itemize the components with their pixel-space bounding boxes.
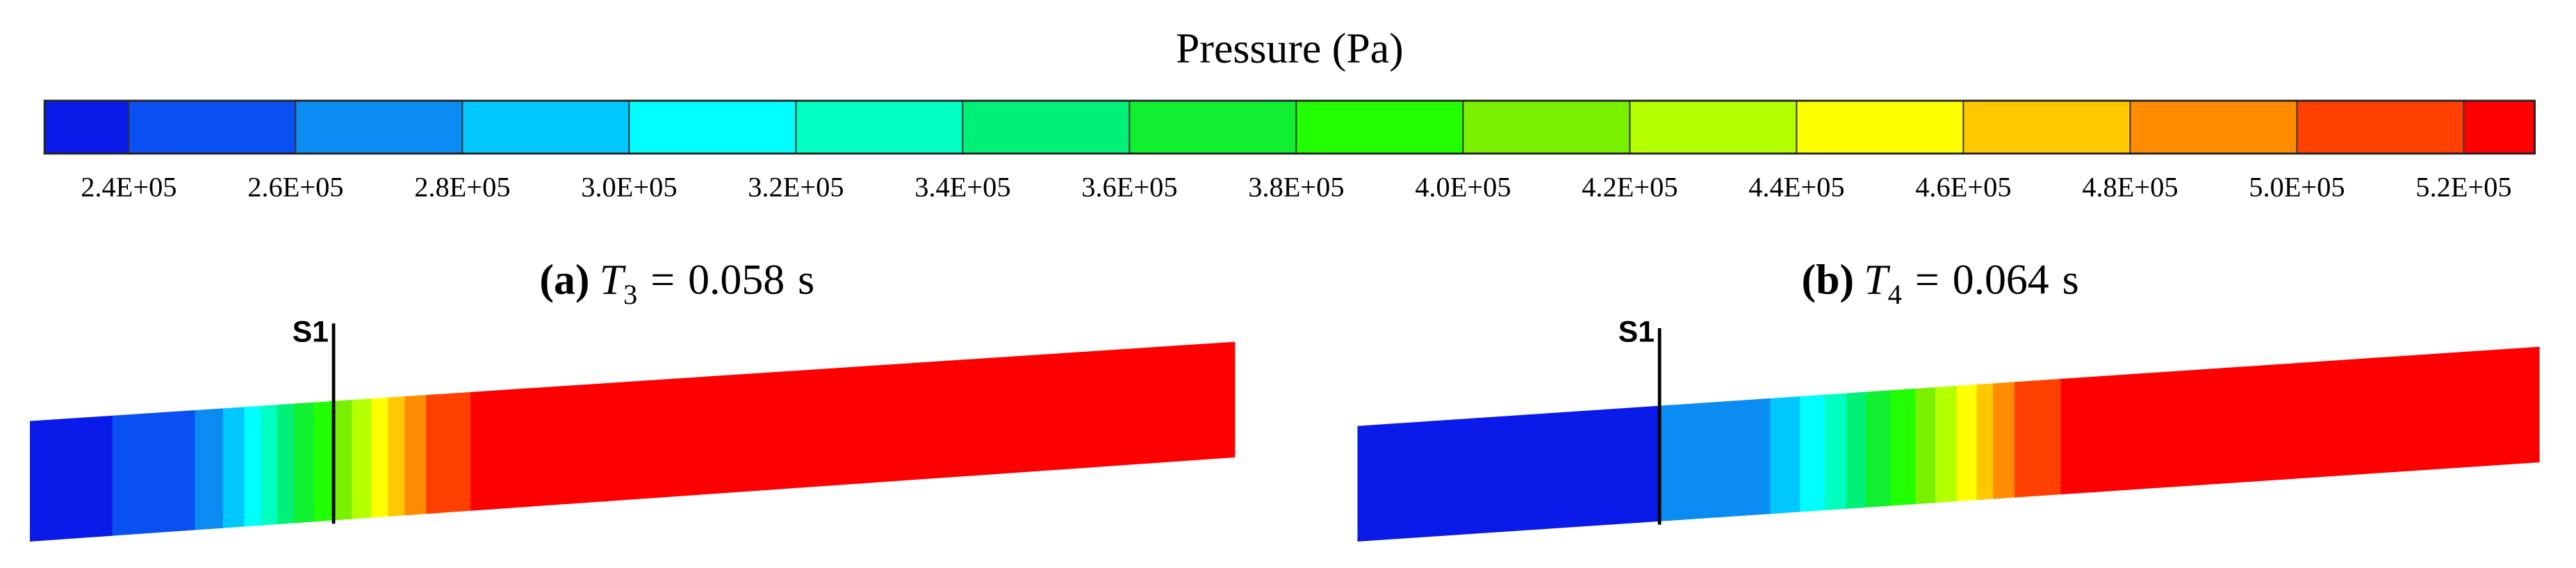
colorbar-tick-label: 5.2E+05 — [2415, 172, 2511, 203]
contour-band — [470, 341, 1236, 542]
colorbar-tick-label: 2.4E+05 — [81, 172, 177, 203]
colorbar-segment — [962, 99, 1131, 154]
contour-band — [388, 341, 406, 542]
colorbar-tick-label: 4.4E+05 — [1748, 172, 1844, 203]
panel-tag: (b) — [1802, 257, 1855, 304]
colorbar-tick-label: 2.8E+05 — [414, 172, 510, 203]
colorbar-segment — [1295, 99, 1464, 154]
section-label: S1 — [293, 316, 329, 349]
colorbar-segment — [795, 99, 964, 154]
panel-subscript: 3 — [623, 279, 637, 310]
colorbar-tick-label: 3.4E+05 — [914, 172, 1010, 203]
panel-equals: = — [1915, 257, 1939, 304]
colorbar-segment — [44, 99, 130, 154]
contour-band — [222, 341, 245, 542]
colorbar-tick-label: 4.2E+05 — [1582, 172, 1677, 203]
contour-band — [1770, 346, 1801, 542]
contour-band — [261, 341, 279, 542]
contour — [1357, 346, 2540, 542]
panel-tag: (a) — [539, 257, 589, 304]
colorbar-segment — [1796, 99, 1964, 154]
contour-band — [1357, 346, 1661, 542]
contour-band — [1890, 346, 1917, 542]
colorbar-title: Pressure (Pa) — [1176, 25, 1404, 72]
panels: (a) T3 = 0.058 sS1(b) T4 = 0.064 sS1 — [29, 257, 2540, 542]
contour-band — [2060, 346, 2540, 542]
contour-band — [426, 341, 472, 542]
panel-variable: T — [1864, 257, 1890, 304]
panel-variable: T — [600, 257, 626, 304]
colorbar-segment — [1962, 99, 2131, 154]
colorbar-tick-label: 4.0E+05 — [1415, 172, 1511, 203]
contour-band — [1915, 346, 1937, 542]
colorbar — [43, 99, 2536, 155]
contour-band — [29, 341, 113, 542]
contour-band — [1866, 346, 1892, 542]
colorbar-segment — [2463, 99, 2536, 154]
colorbar-tick-label: 2.6E+05 — [247, 172, 343, 203]
colorbar-tick-label: 3.8E+05 — [1248, 172, 1344, 203]
panel-subscript: 4 — [1888, 279, 1902, 310]
colorbar-segment — [2296, 99, 2465, 154]
panel-value: 0.058 — [688, 257, 785, 304]
contour — [29, 341, 1236, 542]
contour-band — [244, 341, 262, 542]
colorbar-tick-label: 3.6E+05 — [1081, 172, 1177, 203]
panel-caption: (a) T3 = 0.058 s — [539, 257, 814, 310]
colorbar-tick-label: 4.8E+05 — [2082, 172, 2178, 203]
colorbar-tick-label: 5.0E+05 — [2249, 172, 2345, 203]
colorbar-segment — [295, 99, 463, 154]
panel: (b) T4 = 0.064 s S1 — [1357, 257, 2540, 542]
colorbar-tick-label: 3.0E+05 — [581, 172, 677, 203]
contour-band — [1846, 346, 1867, 542]
colorbar-tick-label: 4.6E+05 — [1915, 172, 2011, 203]
contour-band — [277, 341, 295, 542]
colorbar-segment — [628, 99, 797, 154]
contour-band — [1993, 346, 2016, 542]
contour-band — [1800, 346, 1826, 542]
panel-caption: (b) T4 = 0.064 s — [1802, 257, 2079, 310]
contour-band — [352, 341, 372, 542]
colorbar-segment — [461, 99, 630, 154]
contour-band — [1935, 346, 1958, 542]
colorbar-tick-label: 3.2E+05 — [748, 172, 844, 203]
colorbar-segment — [1129, 99, 1297, 154]
colorbar-frame — [43, 99, 2536, 155]
contour-band — [1956, 346, 1978, 542]
panel: (a) T3 = 0.058 s S1 — [29, 257, 1236, 542]
colorbar-segment — [1629, 99, 1798, 154]
contour-band — [1976, 346, 1994, 542]
contour-band — [404, 341, 427, 542]
contour-band — [371, 341, 389, 542]
colorbar-ticks: 2.4E+05 2.6E+05 2.8E+05 3.0E+05 3.2E+05 3.4E+… — [81, 172, 2511, 203]
contour-band — [1659, 346, 1771, 542]
panel-equals: = — [650, 257, 675, 304]
colorbar-segment — [128, 99, 297, 154]
contour-band — [2015, 346, 2062, 542]
panel-unit: s — [798, 257, 814, 304]
panel-value: 0.064 — [1953, 257, 2049, 304]
contour-band — [335, 341, 353, 542]
contour-band — [195, 341, 224, 542]
panel-unit: s — [2062, 257, 2079, 304]
contour-band — [293, 341, 315, 542]
colorbar-segment — [1462, 99, 1631, 154]
contour-band — [1824, 346, 1847, 542]
contour-band — [112, 341, 196, 542]
section-label: S1 — [1618, 316, 1655, 349]
colorbar-segment — [2129, 99, 2298, 154]
